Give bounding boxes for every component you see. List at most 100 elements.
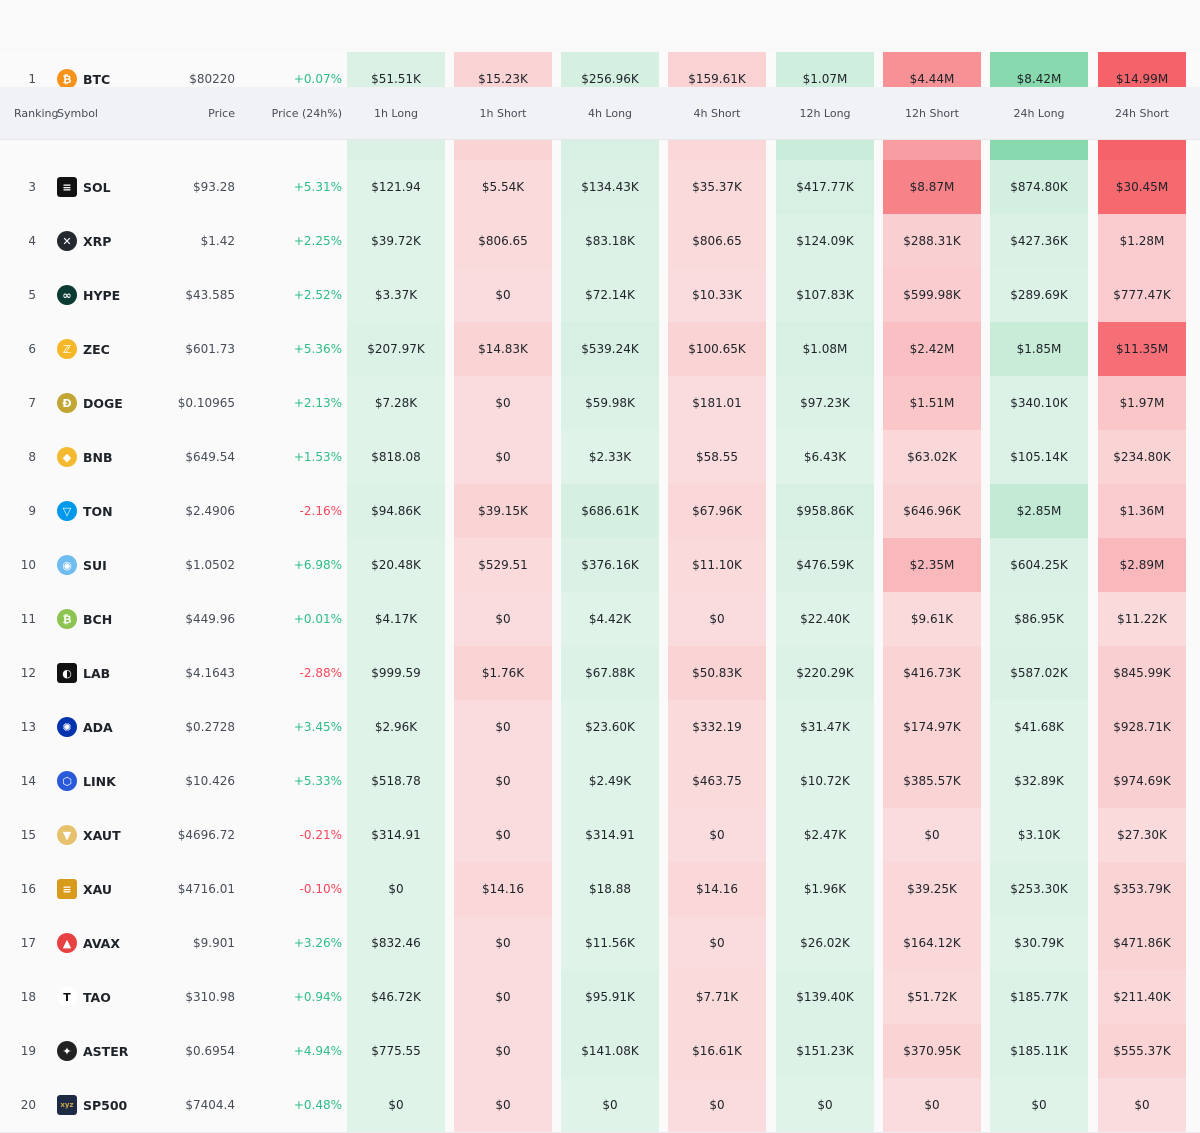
table-row[interactable]: 13 ✺ ADA $0.2728 +3.45% $2.96K $0 $23.60K $332.1… (0, 700, 1200, 755)
symbol-cell[interactable]: ≡ XAU (57, 862, 177, 916)
short-liquidation-cell: $0 (454, 1078, 552, 1132)
header-12h-long[interactable]: 12h Long (799, 106, 851, 120)
symbol-cell[interactable]: ℤ ZEC (57, 322, 177, 376)
symbol-cell[interactable]: ∞ HYPE (57, 268, 177, 322)
table-row[interactable]: 20 xyz SP500 $7404.4 +0.48% $0 $0 $0 $0 $0 $0 $0 $0 (0, 1078, 1200, 1133)
header-4h-long[interactable]: 4h Long (587, 106, 633, 120)
short-liquidation-cell: $0 (668, 808, 766, 862)
header-24h-short[interactable]: 24h Short (1115, 106, 1169, 120)
short-liquidation-cell: $1.51M (883, 376, 981, 430)
symbol-cell[interactable]: ₿ BTC (57, 52, 177, 106)
rank-cell: 10 (20, 558, 36, 572)
long-liquidation-cell: $72.14K (561, 268, 659, 322)
short-liquidation-cell: $0 (668, 1078, 766, 1132)
symbol-cell[interactable]: ◉ SUI (57, 538, 177, 592)
table-row[interactable]: 11 ₿ BCH $449.96 +0.01% $4.17K $0 $4.42K $0 $22.4… (0, 592, 1200, 647)
table-row[interactable]: 17 ▲ AVAX $9.901 +3.26% $832.46 $0 $11.56K $0 $26… (0, 916, 1200, 971)
symbol-cell[interactable]: Ð DOGE (57, 376, 177, 430)
header-price-change[interactable]: Price (24h%) (271, 106, 342, 120)
symbol-cell[interactable]: T TAO (57, 970, 177, 1024)
table-row[interactable]: 18 T TAO $310.98 +0.94% $46.72K $0 $95.91K $7.71… (0, 970, 1200, 1025)
short-liquidation-cell: $555.37K (1098, 1024, 1186, 1078)
short-liquidation-cell: $0 (454, 916, 552, 970)
symbol-cell[interactable]: ✕ XRP (57, 214, 177, 268)
table-row[interactable]: 4 ✕ XRP $1.42 +2.25% $39.72K $806.65 $83.18K $80… (0, 214, 1200, 269)
symbol-label: SOL (83, 179, 111, 195)
symbol-label: TON (83, 503, 113, 519)
long-liquidation-cell: $10.72K (776, 754, 874, 808)
symbol-cell[interactable]: ✦ ASTER (57, 1024, 177, 1078)
symbol-label: HYPE (83, 287, 121, 303)
short-liquidation-cell: $39.15K (454, 484, 552, 538)
symbol-cell[interactable]: ▼ XAUT (57, 808, 177, 862)
table-row[interactable]: 8 ◆ BNB $649.54 +1.53% $818.08 $0 $2.33K $58.55 $… (0, 430, 1200, 485)
table-row[interactable]: 10 ◉ SUI $1.0502 +6.98% $20.48K $529.51 $376.16… (0, 538, 1200, 593)
long-liquidation-cell: $539.24K (561, 322, 659, 376)
price-change-cell: +2.25% (293, 234, 342, 248)
symbol-cell[interactable]: xyz SP500 (57, 1078, 177, 1132)
table-row[interactable]: 15 ▼ XAUT $4696.72 -0.21% $314.91 $0 $314.91 $0 $… (0, 808, 1200, 863)
table-row[interactable]: 7 Ð DOGE $0.10965 +2.13% $7.28K $0 $59.98K $181.… (0, 376, 1200, 431)
price-change-cell: +5.33% (293, 774, 342, 788)
symbol-cell[interactable]: ▲ AVAX (57, 916, 177, 970)
short-liquidation-cell: $1.76K (454, 646, 552, 700)
symbol-label: ASTER (83, 1043, 129, 1059)
symbol-cell[interactable]: ◐ LAB (57, 646, 177, 700)
table-row[interactable]: 5 ∞ HYPE $43.585 +2.52% $3.37K $0 $72.14K $10.33… (0, 268, 1200, 323)
short-liquidation-cell: $164.12K (883, 916, 981, 970)
symbol-cell[interactable]: ₿ BCH (57, 592, 177, 646)
symbol-cell[interactable]: ▽ TON (57, 484, 177, 538)
short-liquidation-cell: $8.87M (883, 160, 981, 214)
rank-cell: 13 (20, 720, 36, 734)
long-liquidation-cell: $207.97K (347, 322, 445, 376)
price-cell: $0.6954 (185, 1044, 235, 1058)
long-liquidation-cell: $2.47K (776, 808, 874, 862)
price-change-cell: +2.52% (293, 288, 342, 302)
price-cell: $93.28 (193, 180, 235, 194)
short-liquidation-cell: $211.40K (1098, 970, 1186, 1024)
table-row[interactable]: 16 ≡ XAU $4716.01 -0.10% $0 $14.16 $18.88 $14.16… (0, 862, 1200, 917)
table-row[interactable]: 9 ▽ TON $2.4906 -2.16% $94.86K $39.15K $686.61K… (0, 484, 1200, 539)
long-liquidation-cell: $185.77K (990, 970, 1088, 1024)
short-liquidation-cell: $11.22K (1098, 592, 1186, 646)
symbol-cell[interactable]: ≡ SOL (57, 160, 177, 214)
bittensor-icon: T (57, 987, 77, 1007)
long-liquidation-cell: $124.09K (776, 214, 874, 268)
price-change-cell: -2.88% (299, 666, 342, 680)
header-24h-long[interactable]: 24h Long (1013, 106, 1065, 120)
header-4h-short[interactable]: 4h Short (693, 106, 741, 120)
long-liquidation-cell: $220.29K (776, 646, 874, 700)
price-change-cell: +0.01% (293, 612, 342, 626)
short-liquidation-cell: $174.97K (883, 700, 981, 754)
long-liquidation-cell: $20.48K (347, 538, 445, 592)
short-liquidation-cell: $845.99K (1098, 646, 1186, 700)
symbol-cell[interactable]: ⬡ LINK (57, 754, 177, 808)
price-change-cell: +3.26% (293, 936, 342, 950)
long-liquidation-cell: $151.23K (776, 1024, 874, 1078)
short-liquidation-cell: $234.80K (1098, 430, 1186, 484)
header-1h-long[interactable]: 1h Long (373, 106, 419, 120)
symbol-cell[interactable]: ◆ BNB (57, 430, 177, 484)
price-cell: $10.426 (185, 774, 235, 788)
symbol-cell[interactable]: ✺ ADA (57, 700, 177, 754)
chainlink-icon: ⬡ (57, 771, 77, 791)
table-row[interactable]: 12 ◐ LAB $4.1643 -2.88% $999.59 $1.76K $67.88K $… (0, 646, 1200, 701)
short-liquidation-cell: $0 (454, 592, 552, 646)
short-liquidation-cell: $0 (883, 808, 981, 862)
short-liquidation-cell: $9.61K (883, 592, 981, 646)
short-liquidation-cell: $0 (454, 376, 552, 430)
rank-cell: 1 (28, 72, 36, 86)
header-price[interactable]: Price (208, 106, 235, 120)
table-row[interactable]: 19 ✦ ASTER $0.6954 +4.94% $775.55 $0 $141.08K $1… (0, 1024, 1200, 1079)
header-1h-short[interactable]: 1h Short (479, 106, 527, 120)
table-row[interactable]: 3 ≡ SOL $93.28 +5.31% $121.94 $5.54K $134.43K $3… (0, 160, 1200, 215)
table-row[interactable]: 6 ℤ ZEC $601.73 +5.36% $207.97K $14.83K $539.24… (0, 322, 1200, 377)
table-row[interactable]: 14 ⬡ LINK $10.426 +5.33% $518.78 $0 $2.49K $463.… (0, 754, 1200, 809)
xrp-icon: ✕ (57, 231, 77, 251)
long-liquidation-cell: $253.30K (990, 862, 1088, 916)
header-ranking[interactable]: Ranking (14, 106, 59, 120)
long-liquidation-cell: $2.49K (561, 754, 659, 808)
header-12h-short[interactable]: 12h Short (905, 106, 959, 120)
price-cell: $2.4906 (185, 504, 235, 518)
header-symbol[interactable]: Symbol (57, 106, 98, 120)
